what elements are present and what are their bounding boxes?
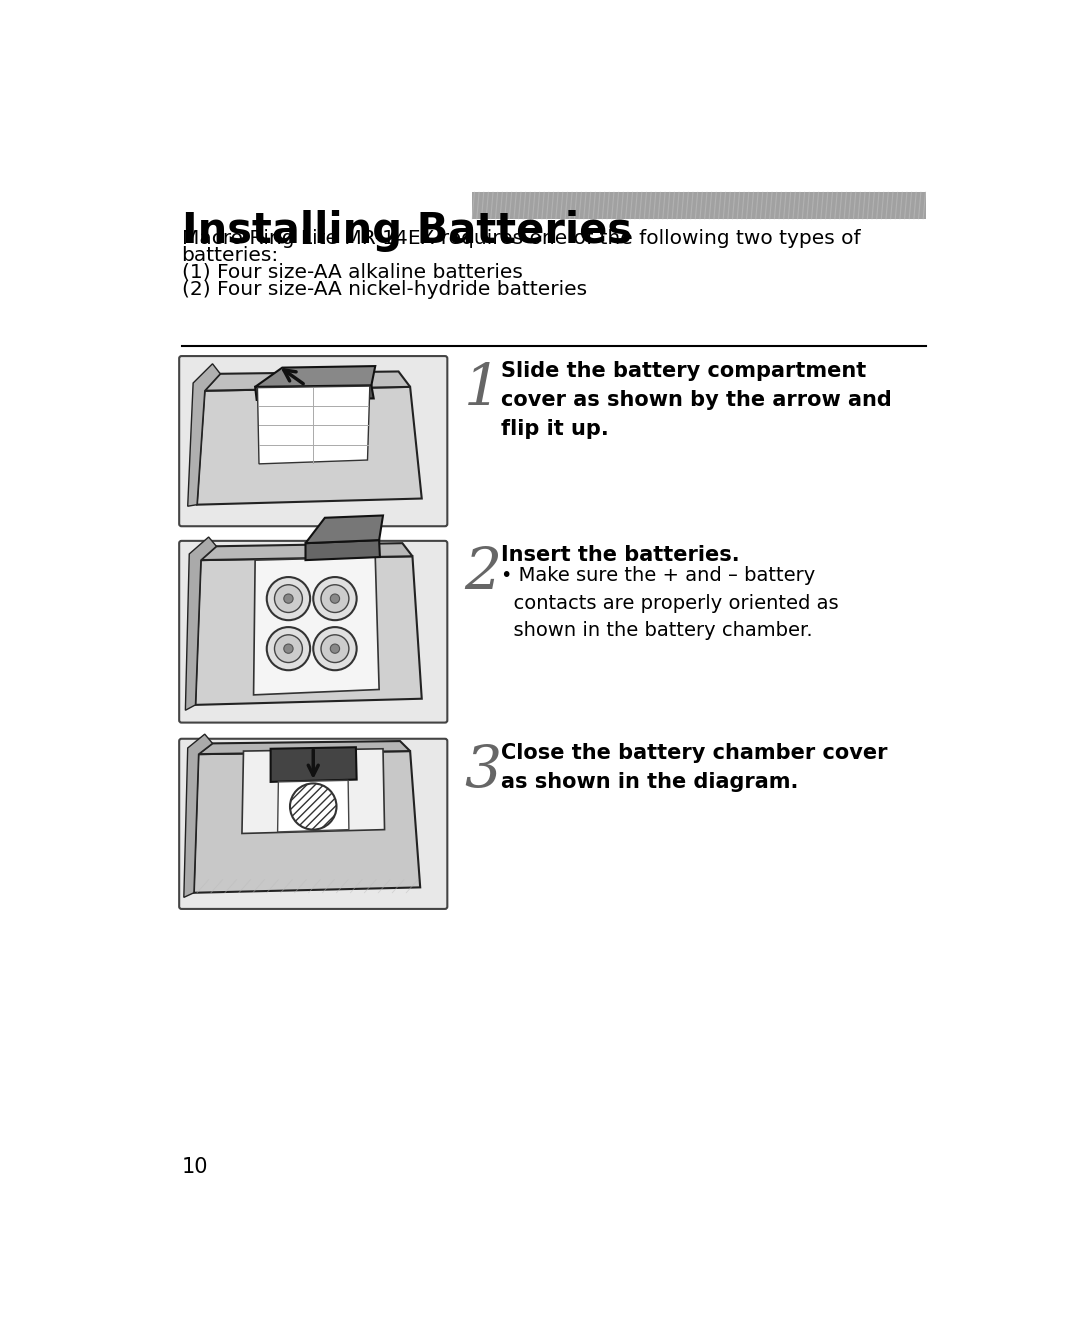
Text: Insert the batteries.: Insert the batteries. — [501, 544, 740, 564]
FancyBboxPatch shape — [179, 739, 447, 909]
Polygon shape — [254, 558, 379, 695]
Circle shape — [274, 584, 302, 612]
Polygon shape — [195, 556, 422, 705]
Polygon shape — [194, 751, 420, 893]
Bar — [472, 192, 926, 220]
FancyBboxPatch shape — [179, 540, 447, 723]
Text: 2: 2 — [464, 544, 501, 602]
Polygon shape — [197, 387, 422, 504]
Circle shape — [284, 644, 293, 654]
Text: (2) Four size-AA nickel-hydride batteries: (2) Four size-AA nickel-hydride batterie… — [181, 280, 586, 299]
Text: (1) Four size-AA alkaline batteries: (1) Four size-AA alkaline batteries — [181, 264, 523, 282]
Circle shape — [321, 584, 349, 612]
Polygon shape — [188, 363, 220, 506]
Polygon shape — [255, 386, 374, 399]
Bar — [472, 192, 926, 220]
Text: • Make sure the + and – battery
  contacts are properly oriented as
  shown in t: • Make sure the + and – battery contacts… — [501, 566, 838, 640]
Polygon shape — [186, 536, 216, 711]
Circle shape — [321, 635, 349, 663]
FancyBboxPatch shape — [179, 357, 447, 526]
Circle shape — [313, 627, 356, 671]
Circle shape — [291, 784, 337, 829]
Text: Installing Batteries: Installing Batteries — [181, 210, 632, 252]
Polygon shape — [306, 515, 383, 543]
Polygon shape — [306, 540, 380, 560]
Circle shape — [284, 594, 293, 603]
Circle shape — [313, 578, 356, 620]
Polygon shape — [278, 780, 349, 832]
Text: Macro Ring Lite MR-14EX requires one of the following two types of: Macro Ring Lite MR-14EX requires one of … — [181, 229, 860, 248]
Polygon shape — [242, 749, 384, 833]
Circle shape — [330, 644, 339, 654]
Text: batteries:: batteries: — [181, 246, 279, 265]
Text: 3: 3 — [464, 744, 501, 800]
Polygon shape — [255, 366, 375, 387]
Circle shape — [274, 635, 302, 663]
Circle shape — [267, 627, 310, 671]
Text: Slide the battery compartment
cover as shown by the arrow and
flip it up.: Slide the battery compartment cover as s… — [501, 362, 892, 439]
Text: Close the battery chamber cover
as shown in the diagram.: Close the battery chamber cover as shown… — [501, 744, 888, 792]
Polygon shape — [205, 371, 410, 391]
Polygon shape — [199, 741, 410, 755]
Polygon shape — [201, 543, 413, 560]
Polygon shape — [184, 735, 213, 897]
Circle shape — [330, 594, 339, 603]
Circle shape — [267, 578, 310, 620]
Polygon shape — [271, 747, 356, 781]
Polygon shape — [257, 386, 369, 465]
Text: 1: 1 — [464, 362, 501, 418]
Text: 10: 10 — [181, 1157, 208, 1177]
